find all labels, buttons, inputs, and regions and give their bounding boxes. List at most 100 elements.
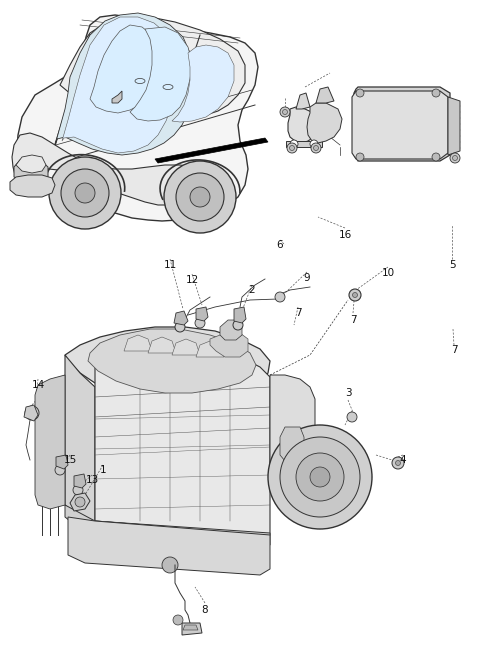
Text: 2: 2	[249, 285, 255, 295]
Text: 7: 7	[295, 308, 301, 318]
Circle shape	[162, 557, 178, 573]
Polygon shape	[296, 93, 310, 109]
Polygon shape	[270, 375, 315, 489]
Polygon shape	[62, 17, 178, 153]
Text: 8: 8	[202, 605, 208, 615]
Circle shape	[75, 183, 95, 203]
Circle shape	[310, 467, 330, 487]
Polygon shape	[112, 91, 122, 103]
Polygon shape	[65, 327, 270, 403]
Polygon shape	[12, 133, 205, 205]
Circle shape	[268, 425, 372, 529]
Circle shape	[356, 89, 364, 97]
Polygon shape	[74, 474, 86, 488]
Circle shape	[75, 497, 85, 507]
Circle shape	[450, 153, 460, 163]
Circle shape	[311, 143, 321, 153]
Polygon shape	[288, 107, 320, 143]
Polygon shape	[352, 91, 448, 159]
Text: 5: 5	[449, 260, 456, 270]
Text: 12: 12	[185, 275, 199, 285]
Polygon shape	[307, 103, 342, 143]
Polygon shape	[316, 87, 334, 103]
Polygon shape	[65, 505, 270, 545]
Polygon shape	[90, 25, 160, 113]
Circle shape	[296, 453, 344, 501]
Circle shape	[290, 140, 298, 148]
Polygon shape	[234, 307, 246, 323]
Circle shape	[396, 460, 400, 465]
Text: 11: 11	[163, 260, 177, 270]
Circle shape	[347, 412, 357, 422]
Text: 14: 14	[31, 380, 45, 390]
Circle shape	[287, 143, 297, 153]
Circle shape	[164, 161, 236, 233]
Circle shape	[453, 156, 457, 160]
Circle shape	[280, 437, 360, 517]
Circle shape	[25, 406, 39, 420]
Polygon shape	[55, 13, 194, 155]
Text: 10: 10	[382, 268, 395, 278]
Circle shape	[283, 110, 288, 114]
Circle shape	[173, 615, 183, 625]
Circle shape	[61, 169, 109, 217]
Text: 6: 6	[276, 240, 283, 250]
Polygon shape	[124, 335, 152, 351]
Circle shape	[275, 292, 285, 302]
Circle shape	[289, 146, 295, 150]
Text: 1: 1	[100, 465, 106, 475]
Circle shape	[310, 140, 318, 148]
Circle shape	[175, 322, 185, 332]
Polygon shape	[174, 311, 188, 325]
Polygon shape	[65, 355, 95, 521]
Polygon shape	[60, 15, 245, 123]
Polygon shape	[220, 320, 242, 340]
Polygon shape	[148, 337, 176, 353]
Circle shape	[195, 318, 205, 328]
Polygon shape	[286, 141, 322, 147]
Polygon shape	[280, 427, 304, 461]
Circle shape	[280, 107, 290, 117]
Text: 3: 3	[345, 388, 351, 398]
Text: 15: 15	[63, 455, 77, 465]
Circle shape	[349, 289, 361, 301]
Polygon shape	[88, 329, 256, 393]
Circle shape	[49, 157, 121, 229]
Polygon shape	[196, 307, 208, 321]
Circle shape	[55, 465, 65, 475]
Circle shape	[432, 89, 440, 97]
Polygon shape	[14, 158, 48, 182]
Circle shape	[352, 293, 358, 297]
Polygon shape	[196, 341, 224, 357]
Text: 13: 13	[85, 475, 98, 485]
Text: 7: 7	[451, 345, 457, 355]
Polygon shape	[172, 339, 200, 355]
Polygon shape	[68, 517, 270, 575]
Circle shape	[432, 153, 440, 161]
Polygon shape	[95, 347, 270, 535]
Polygon shape	[182, 623, 202, 635]
Polygon shape	[24, 405, 38, 421]
Circle shape	[392, 457, 404, 469]
Polygon shape	[15, 15, 258, 221]
Polygon shape	[16, 155, 46, 173]
Circle shape	[356, 153, 364, 161]
Polygon shape	[35, 375, 65, 509]
Circle shape	[176, 173, 224, 221]
Polygon shape	[354, 87, 450, 161]
Text: 4: 4	[400, 455, 406, 465]
Text: 7: 7	[350, 315, 356, 325]
Text: 9: 9	[304, 273, 310, 283]
Circle shape	[190, 187, 210, 207]
Polygon shape	[56, 455, 68, 469]
Polygon shape	[130, 27, 192, 121]
Text: 16: 16	[338, 230, 352, 240]
Polygon shape	[10, 175, 55, 197]
Polygon shape	[155, 138, 268, 163]
Polygon shape	[70, 493, 90, 511]
Polygon shape	[210, 333, 248, 357]
Circle shape	[313, 146, 319, 150]
Polygon shape	[448, 97, 460, 155]
Polygon shape	[172, 45, 234, 122]
Polygon shape	[183, 625, 198, 630]
